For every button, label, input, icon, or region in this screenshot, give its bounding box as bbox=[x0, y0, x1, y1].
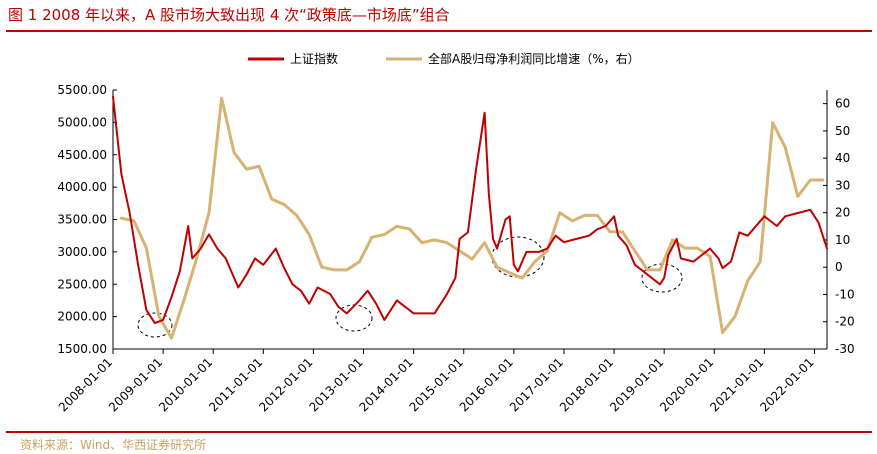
legend-label-index: 上证指数 bbox=[290, 51, 338, 66]
y-right-tick-label: 60 bbox=[835, 97, 850, 111]
series-line-shanghai-index bbox=[112, 95, 828, 325]
chart-title: 图 1 2008 年以来，A 股市场大致出现 4 次“政策底—市场底”组合 bbox=[8, 6, 450, 24]
y-left-tick-label: 4500.00 bbox=[57, 148, 107, 162]
y-left-tick-label: 2000.00 bbox=[57, 310, 107, 324]
y-left-tick-label: 4000.00 bbox=[57, 180, 107, 194]
y-right-tick-label: 20 bbox=[835, 206, 850, 220]
x-tick-label: 2022-01-01 bbox=[757, 355, 816, 414]
y-right-tick-label: 50 bbox=[835, 124, 850, 138]
y-right-tick-label: -20 bbox=[835, 315, 855, 329]
source-rule bbox=[6, 431, 872, 433]
y-right-tick-label: 40 bbox=[835, 151, 850, 165]
y-right-tick-label: 0 bbox=[835, 260, 843, 274]
legend-label-profit: 全部A股归母净利润同比增速（%，右） bbox=[428, 51, 640, 66]
y-left-tick-label: 3500.00 bbox=[57, 213, 107, 227]
y-left-tick-label: 1500.00 bbox=[57, 342, 107, 356]
y-left-tick-label: 3000.00 bbox=[57, 245, 107, 259]
y-right-tick-label: 30 bbox=[835, 178, 850, 192]
source-note: 资料来源：Wind、华西证券研究所 bbox=[20, 438, 207, 452]
y-right-tick-label: -30 bbox=[835, 342, 855, 356]
y-right-tick-label: 10 bbox=[835, 233, 850, 247]
y-left-tick-label: 2500.00 bbox=[57, 277, 107, 291]
y-left-tick-label: 5500.00 bbox=[57, 83, 107, 97]
y-right-tick-label: -10 bbox=[835, 287, 855, 301]
series-layer bbox=[112, 95, 828, 340]
y-left-tick-label: 5000.00 bbox=[57, 115, 107, 129]
title-rule bbox=[6, 30, 872, 32]
legend: 上证指数 全部A股归母净利润同比增速（%，右） bbox=[248, 51, 640, 66]
bottom-marker-circle bbox=[137, 312, 173, 338]
series-line-profit-growth bbox=[119, 96, 825, 340]
